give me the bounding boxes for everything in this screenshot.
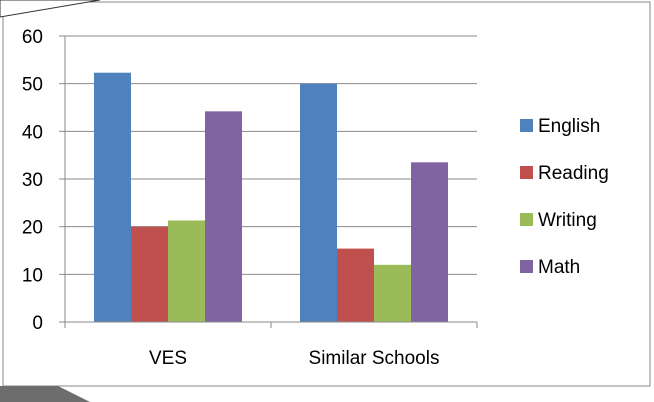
y-tick-label: 0 [32, 313, 43, 334]
bar-english-1 [94, 72, 131, 322]
y-tick-label: 60 [22, 27, 43, 48]
legend-swatch-reading [520, 166, 533, 179]
legend-label-reading: Reading [538, 163, 609, 184]
x-tick-label: VES [149, 348, 187, 369]
bars-group [94, 72, 448, 323]
legend-swatch-english [520, 119, 533, 132]
x-axis-tick-labels: VES Similar Schools [149, 348, 439, 369]
y-tick-label: 50 [22, 75, 43, 96]
legend[interactable]: English Reading Writing Math [520, 116, 609, 278]
bar-reading-1 [131, 226, 168, 322]
y-tick-label: 20 [22, 218, 43, 239]
y-tick-label: 40 [22, 122, 43, 143]
y-tick-label: 10 [22, 265, 43, 286]
axes [59, 35, 478, 328]
bar-writing-2 [374, 264, 411, 322]
corner-photo-fragment [0, 386, 90, 402]
y-axis-tick-labels: 0 10 20 30 40 50 60 [22, 27, 43, 334]
bar-reading-2 [337, 248, 374, 322]
bar-math-1 [205, 111, 242, 323]
corner-page-curl [0, 0, 101, 18]
bar-writing-1 [168, 220, 205, 322]
legend-label-english: English [538, 116, 600, 137]
legend-swatch-math [520, 260, 533, 273]
legend-label-writing: Writing [538, 210, 597, 231]
legend-swatch-writing [520, 213, 533, 226]
bar-math-2 [411, 162, 448, 322]
legend-label-math: Math [538, 257, 580, 278]
y-tick-label: 30 [22, 170, 43, 191]
x-tick-label: Similar Schools [309, 348, 440, 369]
bar-english-2 [300, 83, 337, 323]
